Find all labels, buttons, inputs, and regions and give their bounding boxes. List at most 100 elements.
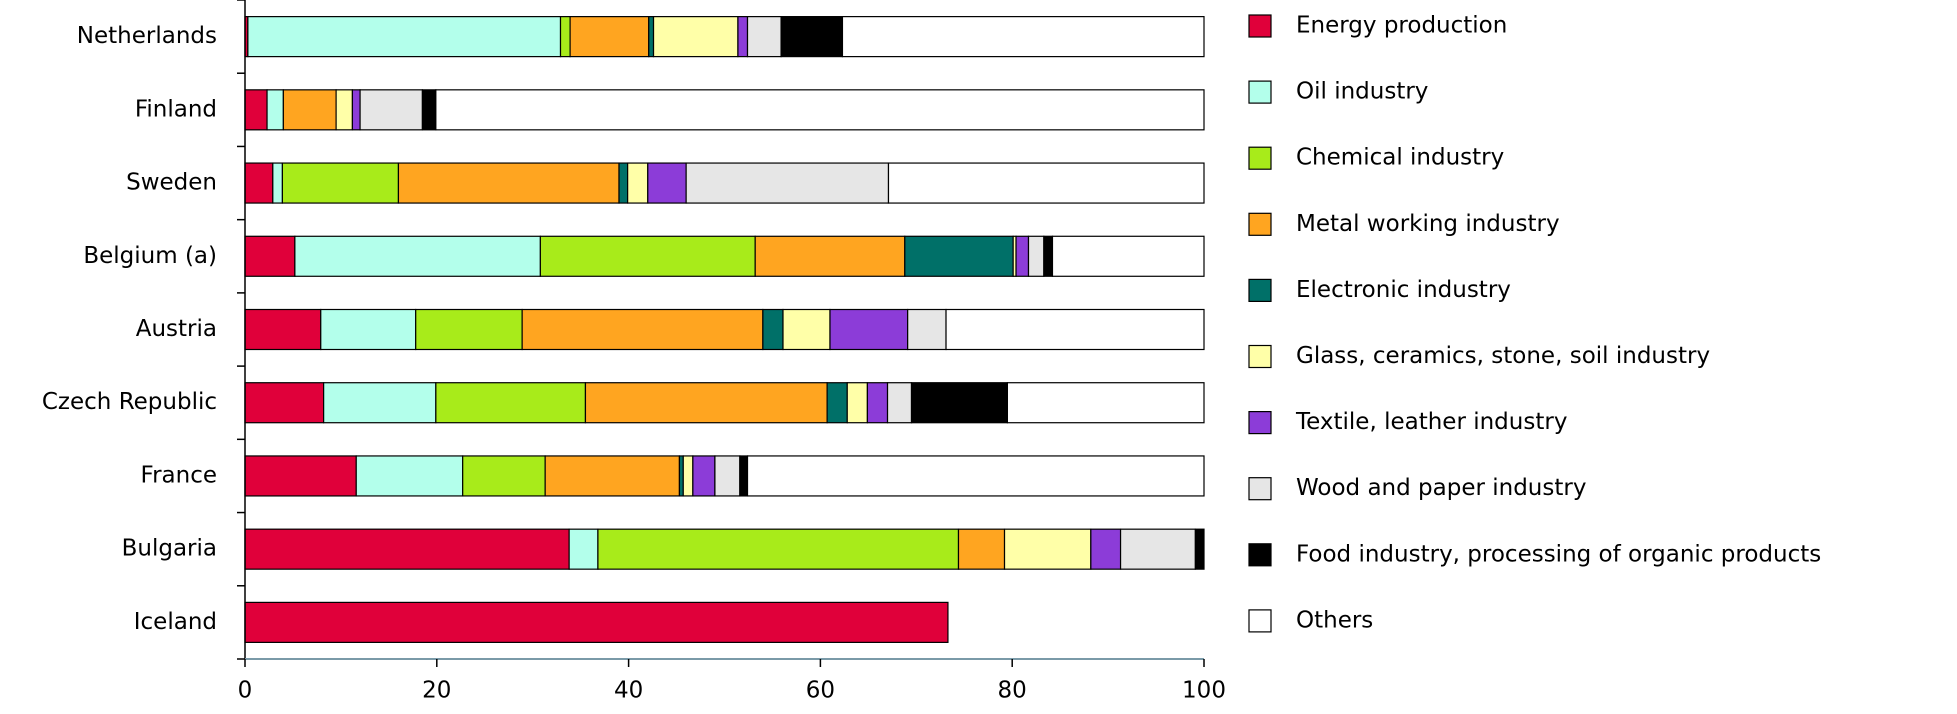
bar-segment <box>462 455 546 497</box>
legend-label: Textile, leather industry <box>1295 409 1567 435</box>
bar-segment <box>762 308 784 351</box>
bar-segment <box>846 382 868 424</box>
bar-segment <box>335 89 354 131</box>
legend-label: Others <box>1296 607 1373 633</box>
legend-label: Electronic industry <box>1296 277 1511 303</box>
bar-segment <box>652 16 739 58</box>
bar-segment <box>415 308 523 351</box>
legend-swatch <box>1248 14 1272 38</box>
bar-segment <box>826 382 848 424</box>
bar-segment <box>887 162 1205 204</box>
bar-segment <box>244 308 322 351</box>
bar-segment <box>618 162 629 204</box>
legend-swatch <box>1248 411 1272 435</box>
bar-segment <box>421 89 437 131</box>
y-tick-label: Bulgaria <box>122 536 217 562</box>
x-tick-label: 0 <box>238 678 253 704</box>
legend-swatch <box>1248 146 1272 170</box>
bar-segment <box>682 455 694 497</box>
legend-swatch <box>1248 609 1272 633</box>
bar-segment <box>737 16 749 58</box>
legend-swatch <box>1248 543 1272 567</box>
bar-segment <box>1119 528 1196 570</box>
bar-segment <box>584 382 828 424</box>
legend-swatch <box>1248 80 1272 104</box>
bar-segment <box>355 455 464 497</box>
bar-segment <box>294 235 541 277</box>
bar-segment <box>435 382 587 424</box>
bar-segment <box>1194 528 1205 570</box>
bar-segment <box>569 16 650 58</box>
bar-segment <box>244 382 325 424</box>
legend-swatch <box>1248 278 1272 302</box>
bar-segment <box>945 308 1205 351</box>
legend-label: Energy production <box>1296 13 1507 39</box>
bar-segment <box>559 16 571 58</box>
bar-segment <box>282 89 337 131</box>
legend-label: Food industry, processing of organic pro… <box>1296 541 1821 567</box>
bar-segment <box>244 528 570 570</box>
legend-label: Oil industry <box>1296 79 1428 105</box>
bar-segment <box>1015 235 1030 277</box>
y-tick-label: Czech Republic <box>42 389 217 415</box>
x-tick-label: 100 <box>1182 678 1226 704</box>
legend-swatch <box>1248 344 1272 369</box>
bar-segment <box>957 528 1006 570</box>
x-tick-label: 80 <box>998 678 1027 704</box>
bar-segment <box>829 308 909 351</box>
legend-label: Glass, ceramics, stone, soil industry <box>1296 343 1710 369</box>
x-tick-label: 60 <box>806 678 835 704</box>
bar-segment <box>521 308 764 351</box>
bar-segment <box>647 162 687 204</box>
bar-segment <box>281 162 400 204</box>
bar-segment <box>244 89 268 131</box>
bar-segment <box>910 382 1009 424</box>
bar-segment <box>1043 235 1054 277</box>
bar-segment <box>907 308 947 351</box>
bar-segment <box>244 235 296 277</box>
bar-segment <box>244 455 357 497</box>
bar-segment <box>568 528 599 570</box>
bar-segment <box>1006 382 1205 424</box>
bar-segment <box>323 382 437 424</box>
legend-label: Wood and paper industry <box>1296 475 1586 501</box>
bar-segment <box>746 16 782 58</box>
y-tick-label: Iceland <box>134 609 217 635</box>
y-tick-label: France <box>141 462 217 488</box>
bar-segment <box>244 601 949 643</box>
bar-segment <box>1051 235 1205 277</box>
bar-segment <box>685 162 890 204</box>
bar-segment <box>359 89 424 131</box>
bar-segment <box>1090 528 1122 570</box>
bar-segment <box>247 16 562 58</box>
y-tick-label: Austria <box>136 316 217 342</box>
bar-segment <box>351 89 361 131</box>
legend-swatch <box>1248 477 1272 501</box>
legend-swatch <box>1248 212 1272 236</box>
bar-segment <box>746 455 1205 497</box>
bar-segment <box>597 528 960 570</box>
bar-segment <box>1003 528 1092 570</box>
legend-label: Metal working industry <box>1296 211 1560 237</box>
bar-segment <box>754 235 906 277</box>
bar-segment <box>266 89 284 131</box>
bar-segment <box>904 235 1014 277</box>
y-tick-label: Netherlands <box>77 23 217 49</box>
x-tick-label: 20 <box>422 678 451 704</box>
bar-segment <box>435 89 1205 131</box>
y-tick-label: Belgium (a) <box>83 243 217 269</box>
bar-segment <box>244 162 274 204</box>
bar-segment <box>320 308 417 351</box>
legend-label: Chemical industry <box>1296 145 1504 171</box>
bar-segment <box>397 162 620 204</box>
bar-segment <box>539 235 756 277</box>
x-tick-label: 40 <box>614 678 643 704</box>
bar-segment <box>739 455 749 497</box>
bar-segment <box>780 16 844 58</box>
bar-segment <box>886 382 913 424</box>
bar-segment <box>272 162 284 204</box>
bar-segment <box>648 16 655 58</box>
bar-segment <box>841 16 1205 58</box>
y-tick-label: Finland <box>135 96 217 122</box>
